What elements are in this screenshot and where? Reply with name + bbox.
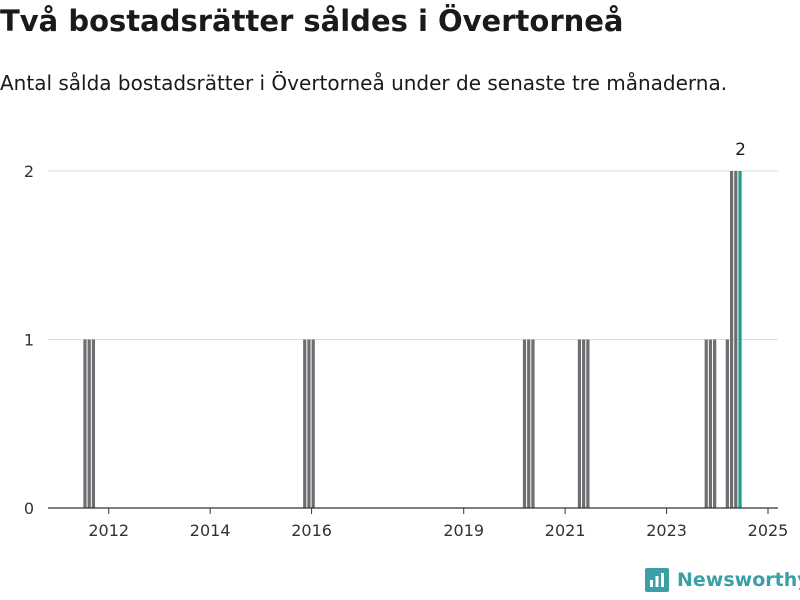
bar — [522, 339, 527, 508]
x-tick-label: 2012 — [88, 521, 129, 540]
x-tick-label: 2019 — [443, 521, 484, 540]
bar — [725, 339, 729, 508]
x-tick-label: 2014 — [190, 521, 231, 540]
chart-subtitle: Antal sålda bostadsrätter i Övertorneå u… — [0, 71, 728, 95]
bar — [704, 339, 708, 508]
bar — [734, 171, 738, 508]
bar — [303, 339, 307, 508]
x-tick-label: 2021 — [545, 521, 586, 540]
bar — [311, 339, 315, 508]
x-tick-label: 2016 — [291, 521, 332, 540]
bar — [582, 339, 586, 508]
bar — [87, 339, 91, 508]
x-tick-label: 2025 — [748, 521, 789, 540]
bar — [708, 339, 713, 508]
bar — [586, 339, 590, 508]
y-tick-label: 1 — [24, 331, 34, 350]
gridlines — [48, 170, 778, 340]
x-axis — [48, 507, 778, 514]
x-tick-label: 2023 — [646, 521, 687, 540]
bar — [307, 339, 311, 508]
chart-title: Två bostadsrätter såldes i Övertorneå — [0, 4, 624, 38]
data-label: 2 — [735, 140, 746, 160]
bar — [531, 339, 535, 508]
bar — [729, 171, 734, 508]
newsworthy-logo-icon — [645, 568, 669, 592]
brand-name: Newsworthy — [677, 569, 800, 591]
bar-series — [83, 171, 742, 508]
bar-highlight — [738, 171, 742, 508]
bar — [83, 339, 87, 508]
y-tick-label: 0 — [24, 499, 34, 518]
bar — [527, 339, 531, 508]
bar — [91, 339, 96, 508]
newsworthy-logo: Newsworthy — [645, 568, 800, 592]
labels: 0 1 2 2012 2014 2016 2019 2021 2023 2025 2 — [24, 140, 789, 540]
y-tick-label: 2 — [24, 162, 34, 181]
bar — [713, 339, 717, 508]
bar — [577, 339, 582, 508]
